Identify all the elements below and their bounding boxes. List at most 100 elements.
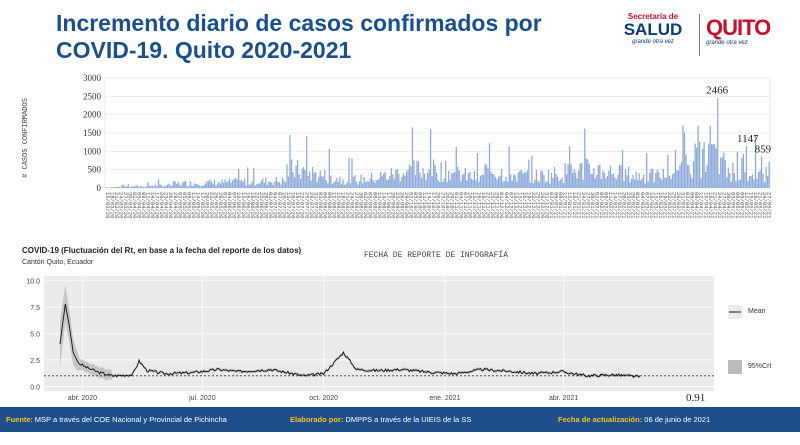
daily-case-bar xyxy=(156,186,158,188)
daily-case-bar xyxy=(189,181,191,188)
daily-case-bar xyxy=(160,185,163,188)
daily-case-bar xyxy=(358,181,361,188)
daily-case-bar xyxy=(389,176,391,188)
daily-case-bar xyxy=(420,177,423,188)
daily-case-bar xyxy=(215,185,217,188)
daily-case-bar xyxy=(343,185,346,188)
bar-x-tick: 20/04/20 xyxy=(158,192,165,218)
daily-case-bar xyxy=(151,185,154,188)
daily-case-bar xyxy=(691,178,693,188)
bar-x-tick: 04/07/20 xyxy=(272,192,279,218)
bar-x-tick: 22/11/20 xyxy=(485,192,492,218)
daily-case-bar xyxy=(559,179,562,188)
peak-label-1147: 1147 xyxy=(737,133,759,145)
daily-case-bar xyxy=(124,186,126,188)
daily-case-bar xyxy=(590,173,592,188)
daily-case-bar xyxy=(763,182,766,188)
bar-x-tick: 12/05/21 xyxy=(743,192,750,219)
bar-x-tick: 17/02/21 xyxy=(616,192,623,219)
daily-case-bar xyxy=(454,172,456,188)
bar-x-tick: 14/09/20 xyxy=(380,192,387,218)
daily-case-bar xyxy=(384,172,386,188)
bar-x-tick: 26/10/20 xyxy=(444,192,451,218)
daily-case-bar xyxy=(145,186,148,188)
bar-x-tick: 28/11/20 xyxy=(494,192,501,218)
daily-case-bar xyxy=(674,149,677,188)
daily-case-bar xyxy=(322,176,324,188)
daily-case-bar xyxy=(714,144,716,188)
daily-case-bar xyxy=(466,180,468,188)
bar-x-tick: 28/07/20 xyxy=(308,192,315,218)
daily-case-bar xyxy=(201,185,204,188)
bar-x-tick: 03/04/21 xyxy=(684,192,691,219)
daily-case-bar xyxy=(742,153,745,188)
daily-case-bar xyxy=(754,135,757,188)
legend-cri-key xyxy=(728,360,742,374)
daily-case-bar xyxy=(157,179,160,188)
daily-case-bar xyxy=(387,179,389,188)
daily-case-bar xyxy=(238,168,240,188)
daily-case-bar xyxy=(289,134,291,188)
daily-case-bar xyxy=(277,181,279,188)
daily-case-bar xyxy=(159,184,161,188)
bar-x-tick: 28/12/20 xyxy=(539,192,546,218)
daily-case-bar xyxy=(493,174,495,188)
daily-case-bar xyxy=(615,179,618,188)
bar-x-tick: 29/05/20 xyxy=(217,192,224,218)
footer-source-text: : MSP a través del COE Nacional y Provin… xyxy=(30,415,227,424)
daily-case-bar xyxy=(296,160,299,188)
rt-y-tick: 0.0 xyxy=(30,384,40,391)
daily-case-bar xyxy=(224,179,226,188)
daily-case-bar xyxy=(198,185,200,188)
daily-case-bar xyxy=(127,183,129,188)
daily-case-bar xyxy=(759,170,761,188)
daily-case-bar xyxy=(596,174,598,188)
daily-case-bar xyxy=(661,180,663,188)
daily-case-bar xyxy=(174,181,176,188)
daily-case-bar xyxy=(283,180,285,188)
daily-case-bar xyxy=(210,181,213,188)
daily-case-bar xyxy=(470,178,473,188)
daily-case-bar xyxy=(538,181,541,188)
daily-case-bar xyxy=(361,183,364,188)
daily-case-bar xyxy=(410,166,412,188)
daily-case-bar xyxy=(745,145,748,188)
bar-x-tick: 18/04/21 xyxy=(707,192,714,219)
daily-case-bar xyxy=(594,178,596,188)
bar-x-tick: 19/07/20 xyxy=(294,192,301,218)
daily-case-bar xyxy=(138,186,140,188)
bar-x-tick: 22/12/20 xyxy=(530,192,537,218)
daily-case-bar xyxy=(413,160,415,188)
daily-case-bar xyxy=(417,161,420,188)
daily-case-bar xyxy=(624,169,627,188)
footer-source-label: Fuente xyxy=(6,415,31,424)
bar-x-tick: 19/03/21 xyxy=(661,192,668,219)
bar-x-tick: 23/02/21 xyxy=(625,192,632,219)
daily-case-bar xyxy=(426,172,429,188)
bar-x-tick: 14/04/20 xyxy=(149,192,156,218)
daily-case-bar xyxy=(168,183,170,188)
daily-case-bar xyxy=(206,181,208,188)
daily-case-bar xyxy=(346,181,349,188)
bar-x-tick: 01/07/20 xyxy=(267,192,274,218)
bar-x-tick: 20/05/20 xyxy=(204,192,211,218)
quito-logo-tag: grande otra vez xyxy=(706,40,748,46)
daily-case-bar xyxy=(609,165,612,188)
bar-x-tick: 09/01/21 xyxy=(557,192,564,219)
bar-x-tick: 09/05/21 xyxy=(739,192,746,219)
daily-case-bar xyxy=(579,163,581,188)
daily-case-bar xyxy=(587,159,589,188)
daily-case-bar xyxy=(171,185,173,188)
footer-bar: Fuente: MSP a través del COE Nacional y … xyxy=(0,407,800,432)
daily-case-bar xyxy=(726,177,728,188)
daily-case-bar xyxy=(367,181,370,188)
daily-case-bar xyxy=(129,187,131,188)
daily-case-bar xyxy=(630,178,633,188)
daily-case-bar xyxy=(275,177,278,188)
daily-case-bar xyxy=(351,158,353,188)
daily-case-bar xyxy=(516,181,518,188)
daily-case-bar xyxy=(727,167,729,188)
daily-case-bar xyxy=(395,169,397,188)
daily-case-bar xyxy=(234,178,237,188)
bar-x-tick: 08/10/20 xyxy=(417,192,424,218)
